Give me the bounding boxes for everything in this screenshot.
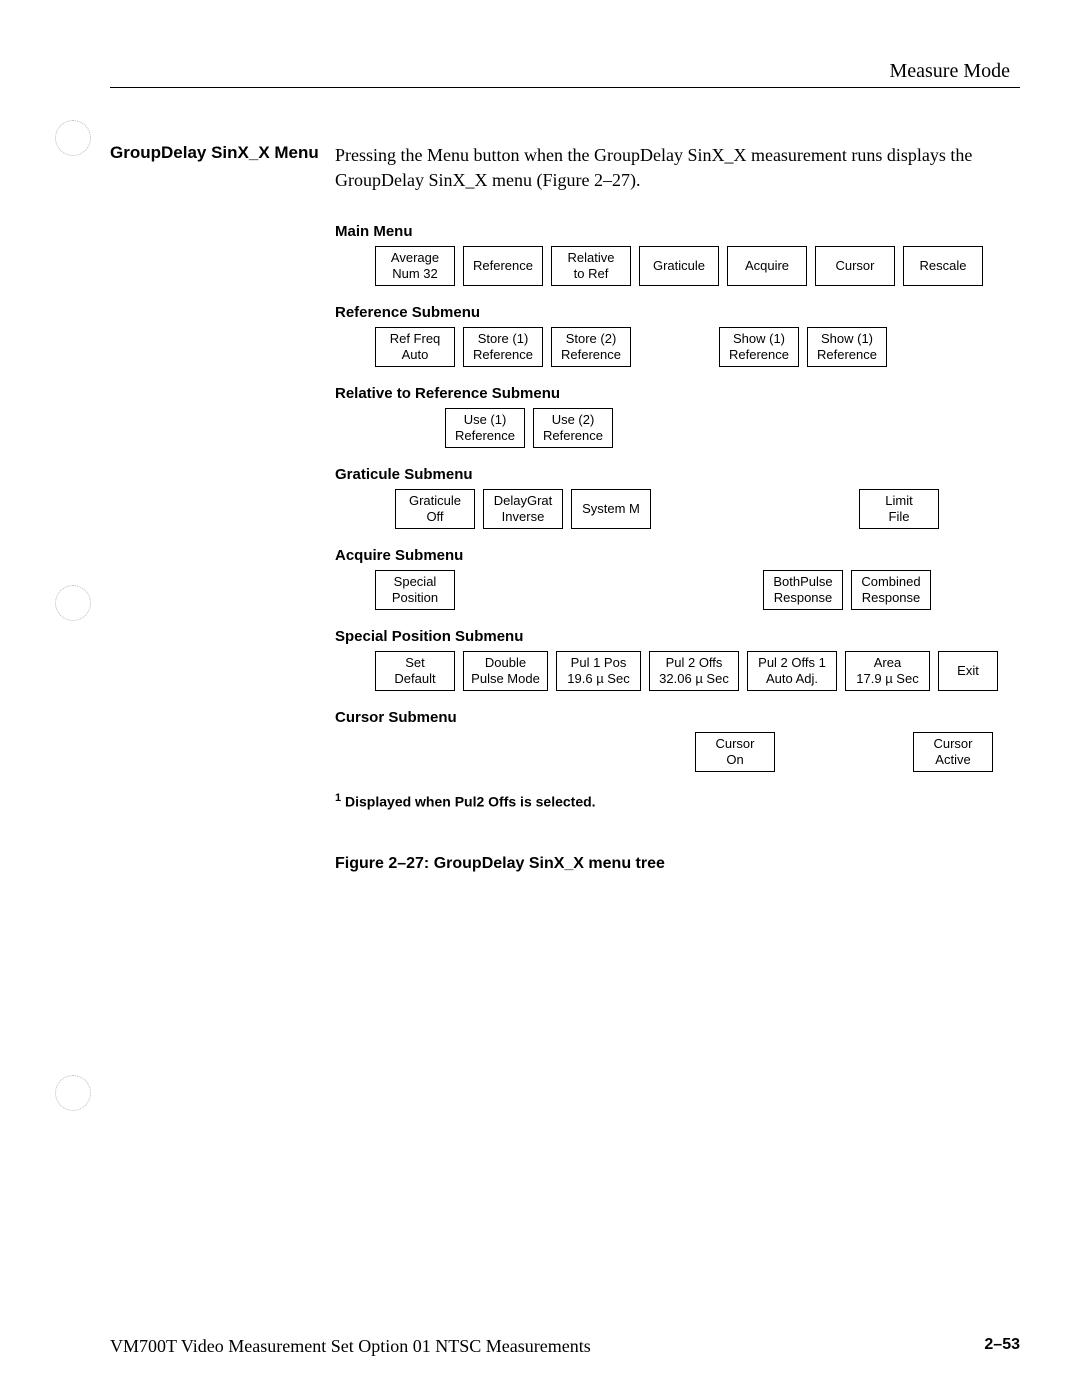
menu-box: Ref FreqAuto [375, 327, 455, 367]
specialpos-submenu-title: Special Position Submenu [335, 628, 1020, 645]
menu-box: Pul 2 Offs32.06 µ Sec [649, 651, 739, 691]
menu-box: Store (1)Reference [463, 327, 543, 367]
menu-box: Relativeto Ref [551, 246, 631, 286]
menu-box: Store (2)Reference [551, 327, 631, 367]
menu-box: Use (2)Reference [533, 408, 613, 448]
menu-box: GraticuleOff [395, 489, 475, 529]
menu-box: Show (1)Reference [807, 327, 887, 367]
acquire-submenu-title: Acquire Submenu [335, 547, 1020, 564]
menu-tree-diagram: Main Menu AverageNum 32ReferenceRelative… [335, 223, 1020, 873]
menu-box: Acquire [727, 246, 807, 286]
menu-box: Area17.9 µ Sec [845, 651, 930, 691]
header-rule [110, 87, 1020, 88]
menu-box: CursorActive [913, 732, 993, 772]
figure-caption: Figure 2–27: GroupDelay SinX_X menu tree [335, 855, 1020, 873]
menu-box: Reference [463, 246, 543, 286]
menu-box: Use (1)Reference [445, 408, 525, 448]
menu-box: LimitFile [859, 489, 939, 529]
page-number: 2–53 [984, 1336, 1020, 1357]
menu-box: SpecialPosition [375, 570, 455, 610]
menu-box: Pul 2 Offs 1Auto Adj. [747, 651, 837, 691]
ref-submenu-title: Reference Submenu [335, 304, 1020, 321]
main-menu-title: Main Menu [335, 223, 1020, 240]
menu-box: Pul 1 Pos19.6 µ Sec [556, 651, 641, 691]
menu-box: AverageNum 32 [375, 246, 455, 286]
menu-box: Rescale [903, 246, 983, 286]
graticule-submenu-title: Graticule Submenu [335, 466, 1020, 483]
intro-body: Pressing the Menu button when the GroupD… [335, 143, 1020, 193]
menu-box: System M [571, 489, 651, 529]
reltoref-submenu-title: Relative to Reference Submenu [335, 385, 1020, 402]
menu-box: DelayGratInverse [483, 489, 563, 529]
menu-box: Show (1)Reference [719, 327, 799, 367]
header-section: Measure Mode [110, 60, 1010, 83]
menu-box: Graticule [639, 246, 719, 286]
cursor-submenu-title: Cursor Submenu [335, 709, 1020, 726]
menu-box: CursorOn [695, 732, 775, 772]
menu-box: Exit [938, 651, 998, 691]
section-heading: GroupDelay SinX_X Menu [110, 143, 335, 163]
menu-box: CombinedResponse [851, 570, 931, 610]
footer-title: VM700T Video Measurement Set Option 01 N… [110, 1336, 591, 1357]
menu-box: SetDefault [375, 651, 455, 691]
footnote: 1 Displayed when Pul2 Offs is selected. [335, 792, 1020, 810]
menu-box: Cursor [815, 246, 895, 286]
menu-box: BothPulseResponse [763, 570, 843, 610]
menu-box: DoublePulse Mode [463, 651, 548, 691]
